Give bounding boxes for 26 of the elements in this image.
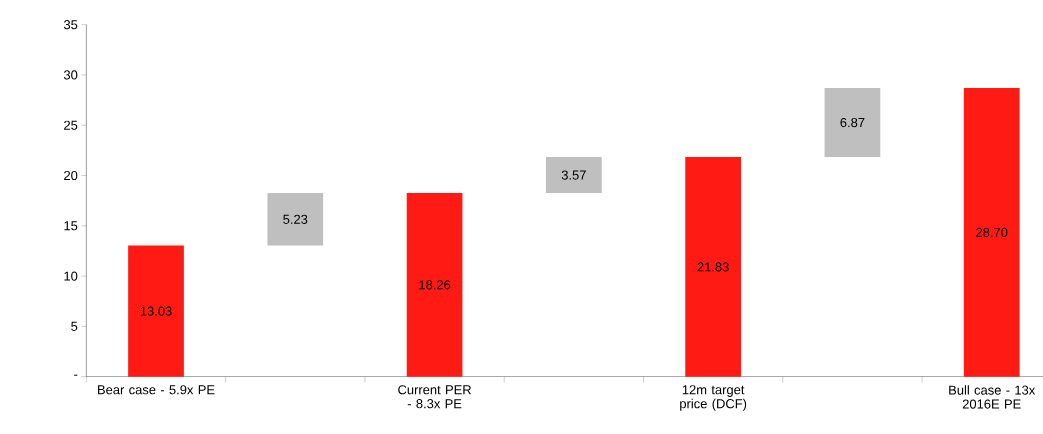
bar	[546, 157, 602, 194]
y-tick-label: 15	[64, 221, 78, 231]
x-tick-label: Current PER - 8.3x PE	[398, 385, 472, 409]
data-label: 13.03	[140, 306, 172, 316]
y-tick-label: 20	[64, 170, 78, 181]
bar	[406, 193, 463, 377]
bar	[128, 245, 184, 377]
y-tick-label: 5	[71, 321, 78, 331]
bar	[685, 157, 742, 377]
data-label: 6.87	[840, 117, 865, 128]
data-label: 5.23	[283, 214, 308, 224]
data-label: 21.83	[697, 262, 729, 272]
x-tick-label: 12m target price (DCF)	[680, 385, 747, 411]
x-tick-label: Bear case - 5.9x PE	[98, 385, 215, 395]
y-tick-label: -	[74, 374, 78, 376]
y-tick-label: 30	[63, 70, 78, 80]
data-label: 3.57	[561, 170, 586, 180]
y-tick-label: 25	[64, 120, 78, 130]
bar	[267, 193, 324, 246]
x-tick-label: Bull case - 13x 2016E PE	[949, 385, 1036, 409]
bar	[824, 88, 881, 158]
y-tick-label: 35	[63, 20, 78, 30]
y-tick-label: 10	[64, 271, 78, 281]
bar	[963, 88, 1020, 377]
data-label: 18.26	[419, 280, 451, 290]
data-label: 28.70	[976, 227, 1008, 237]
